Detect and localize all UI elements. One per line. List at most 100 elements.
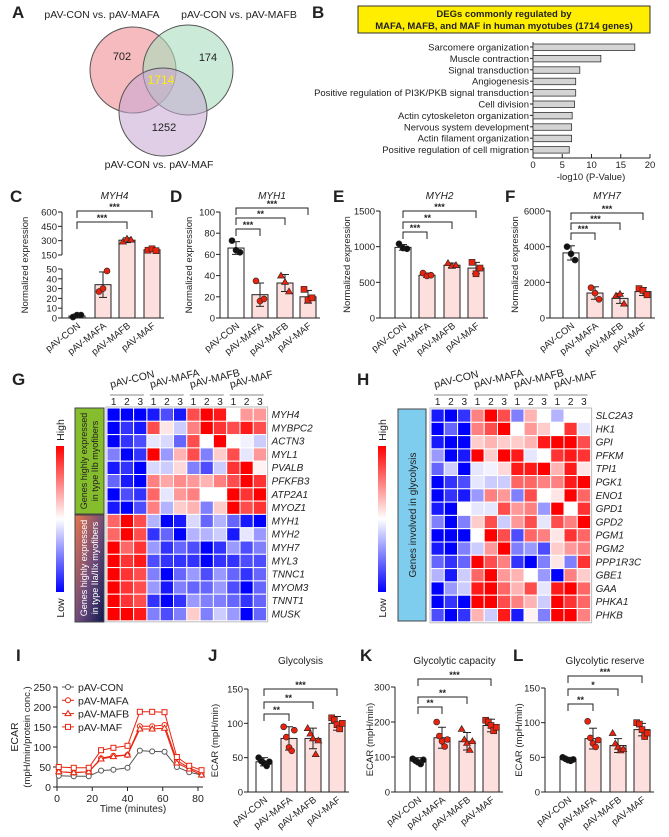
heatmap-cell [199,407,214,422]
heatmap-cell [576,461,592,477]
y-tick-label: 100 [199,208,215,219]
data-point [420,756,427,764]
heatmap-cell [119,607,135,622]
significance-label: *** [295,680,306,690]
data-point [587,734,594,742]
y-tick-label: 100 [33,742,51,754]
go-term-label: Positive regulation of PI3K/PKB signal t… [314,88,529,99]
series-point [197,771,206,778]
heatmap-cell [226,487,241,502]
panel-label: B [312,3,324,22]
y-tick-label: 50 [529,753,540,764]
heatmap-cell [497,608,512,623]
heatmap-cell [443,594,459,610]
panel-label: K [360,646,373,665]
heatmap-cell [146,460,161,476]
heatmap-cell [226,607,241,622]
gene-label: MUSK [272,610,302,621]
heatmap-cell [186,407,201,422]
heatmap-cell [159,407,174,422]
heatmap-cell [576,554,592,570]
heatmap-cell [106,527,121,542]
y-tick-label: 40 [46,274,57,285]
data-point [228,237,236,244]
heatmap-cell [146,447,161,462]
venn-count: 1252 [152,122,176,134]
series-point [97,755,105,762]
series-point [69,768,78,776]
heatmap-cell [186,447,201,462]
y-tick-label: 60 [204,250,215,261]
row-group-label: Genes highly expressed [79,413,89,510]
heatmap-cell [510,435,525,450]
replicate-label: 2 [164,397,170,408]
heatmap-cell [252,500,268,515]
data-point [403,245,411,253]
data-point [644,729,651,737]
y-tick-label: 0 [370,314,375,325]
heatmap-cell [443,554,459,570]
significance-label: ** [426,698,434,708]
chart-title: Glycolytic capacity [413,656,495,667]
heatmap-cell [106,407,121,422]
data-point [99,285,107,292]
heatmap-cell [159,580,174,595]
gene-label: SLC2A3 [596,411,634,422]
heatmap-cell [563,435,578,450]
heatmap-cell [119,567,135,582]
go-term-label: Signal transduction [448,65,529,76]
gene-label: GAA [596,584,617,595]
heatmap-cell [563,408,578,423]
heatmap-cell [483,594,499,610]
y-tick-label: 0 [52,314,57,325]
heatmap-cell [550,594,565,610]
heatmap-cell [497,554,512,570]
y-tick-label: 0 [535,788,540,799]
significance-bracket [417,696,468,704]
heatmap-cell [146,487,161,502]
y-tick-label: 10 [46,304,57,315]
heatmap-cell [563,608,578,623]
heatmap-cell [510,608,525,623]
heatmap-cell [563,541,578,556]
series-point [161,748,168,755]
series-point [54,767,63,775]
series-point [160,724,169,731]
heatmap-cell [497,528,512,543]
go-bar [532,77,577,86]
heatmap-cell [523,514,538,530]
significance-bracket [76,221,128,229]
heatmap-cell [550,421,565,437]
legend-marker [65,684,71,690]
heatmap-cell [186,527,201,542]
replicate-label: 2 [204,397,210,408]
scale-high-label: High [55,419,67,441]
y-tick-label: 0 [45,782,51,794]
significance-label: *** [97,213,108,223]
heatmap-cell [457,608,472,623]
go-term-label: Actin cytoskeleton organization [398,111,529,122]
heatmap-cell [443,568,459,583]
significance-bracket [570,222,621,230]
heatmap-cell [252,447,268,462]
data-point [336,725,343,733]
heatmap-cell [199,500,214,515]
heatmap-cell [212,580,228,595]
heatmap-cell [226,500,241,515]
heatmap-cell [536,408,552,423]
heatmap-cell [510,581,525,596]
replicate-label: 3 [541,397,547,408]
heatmap-cell [106,447,121,462]
heatmap-cell [576,608,592,623]
heatmap-cell [199,607,214,622]
significance-bracket [570,212,644,220]
heatmap-cell [483,461,499,477]
heatmap-cell [119,593,135,609]
heatmap-cell [146,434,161,449]
heatmap-cell [550,448,565,463]
heatmap-cell [443,461,459,477]
heatmap-cell [576,528,592,543]
heatmap-cell [133,407,148,422]
heatmap-cell [133,540,148,555]
heatmap-cell [239,567,254,582]
